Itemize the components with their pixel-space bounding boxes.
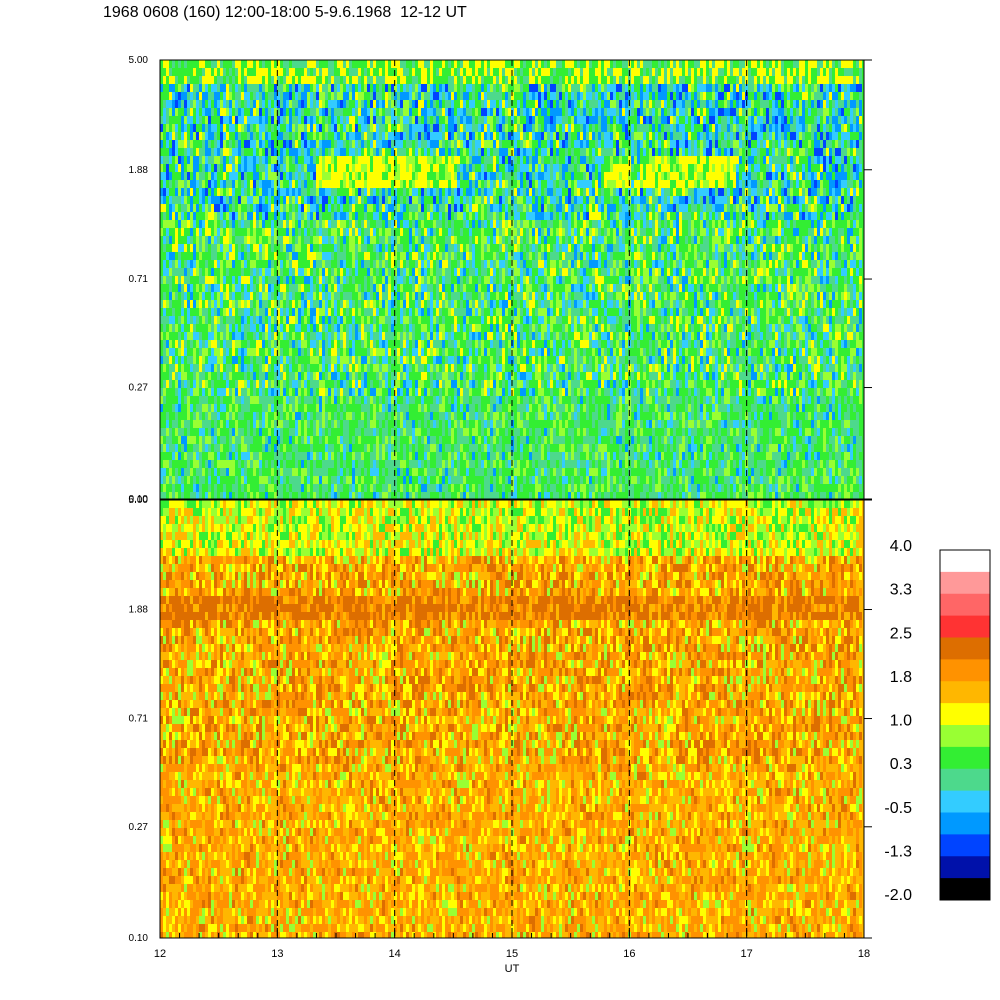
colorbar-label: 1.8 — [890, 669, 912, 686]
colorbar-swatch — [940, 703, 990, 725]
y-tick-label: 1.88 — [129, 605, 149, 616]
colorbar-swatch — [940, 878, 990, 900]
colorbar-swatch — [940, 681, 990, 703]
colorbar-swatch — [940, 572, 990, 594]
x-tick-label: 15 — [506, 948, 518, 960]
x-axis-label: UT — [505, 963, 520, 975]
y-tick-label: 0.27 — [129, 383, 149, 394]
x-tick-label: 17 — [741, 948, 753, 960]
y-tick-label: 5.00 — [129, 495, 149, 506]
y-tick-label: 1.88 — [129, 165, 149, 176]
colorbar-label: 2.5 — [890, 625, 912, 642]
colorbar-swatch — [940, 594, 990, 616]
colorbar-swatch — [940, 747, 990, 769]
x-tick-label: 16 — [623, 948, 635, 960]
colorbar-swatch — [940, 769, 990, 791]
y-tick-label: 0.71 — [129, 714, 149, 725]
colorbar-label: 4.0 — [890, 538, 912, 555]
colorbar-swatch — [940, 834, 990, 856]
y-tick-label: 5.00 — [129, 55, 149, 66]
colorbar-swatch — [940, 791, 990, 813]
colorbar-swatch — [940, 856, 990, 878]
colorbar-swatch — [940, 813, 990, 835]
colorbar-label: 0.3 — [890, 756, 912, 773]
x-tick-label: 18 — [858, 948, 870, 960]
colorbar-swatch — [940, 616, 990, 638]
colorbar-label: 3.3 — [890, 582, 912, 599]
colorbar-label: -0.5 — [884, 800, 912, 817]
colorbar-swatch — [940, 725, 990, 747]
colorbar-label: -2.0 — [884, 887, 912, 904]
y-tick-label: 0.27 — [129, 822, 149, 833]
colorbar-label: 1.0 — [890, 713, 912, 730]
colorbar-swatch — [940, 638, 990, 660]
y-tick-label: 0.10 — [129, 933, 149, 944]
colorbar-swatch — [940, 550, 990, 572]
colorbar: 4.0 3.3 2.5 1.8 1.0 0.3 -0.5 -1.3 -2.0 — [884, 538, 990, 904]
x-tick-label: 14 — [389, 948, 401, 960]
x-tick-label: 12 — [154, 948, 166, 960]
x-tick-label: 13 — [271, 948, 283, 960]
colorbar-label: -1.3 — [884, 843, 912, 860]
y-tick-label: 0.71 — [129, 274, 149, 285]
colorbar-swatch — [940, 659, 990, 681]
